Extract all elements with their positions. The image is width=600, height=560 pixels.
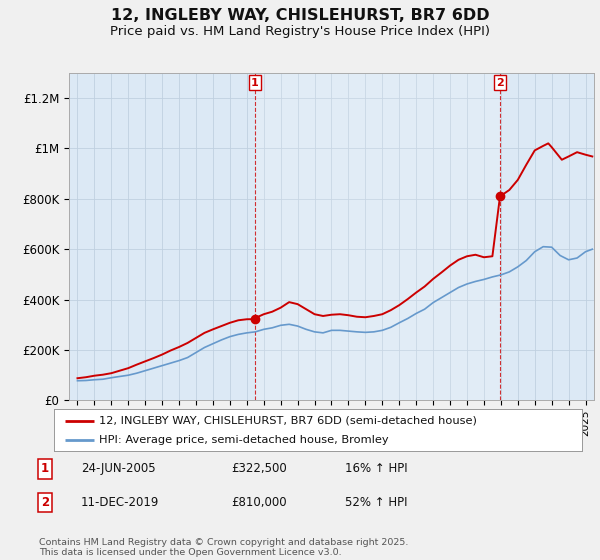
Text: 12, INGLEBY WAY, CHISLEHURST, BR7 6DD: 12, INGLEBY WAY, CHISLEHURST, BR7 6DD	[110, 8, 490, 24]
Text: £322,500: £322,500	[231, 462, 287, 475]
Text: Contains HM Land Registry data © Crown copyright and database right 2025.
This d: Contains HM Land Registry data © Crown c…	[39, 538, 409, 557]
Text: £810,000: £810,000	[231, 496, 287, 509]
Text: 2: 2	[41, 496, 49, 509]
Text: 1: 1	[251, 78, 259, 88]
Text: HPI: Average price, semi-detached house, Bromley: HPI: Average price, semi-detached house,…	[99, 435, 389, 445]
Text: 24-JUN-2005: 24-JUN-2005	[81, 462, 155, 475]
Text: 1: 1	[41, 462, 49, 475]
Text: 12, INGLEBY WAY, CHISLEHURST, BR7 6DD (semi-detached house): 12, INGLEBY WAY, CHISLEHURST, BR7 6DD (s…	[99, 416, 477, 426]
Text: 11-DEC-2019: 11-DEC-2019	[81, 496, 160, 509]
Text: 52% ↑ HPI: 52% ↑ HPI	[345, 496, 407, 509]
Bar	[255, 73, 500, 400]
Text: Price paid vs. HM Land Registry's House Price Index (HPI): Price paid vs. HM Land Registry's House …	[110, 25, 490, 38]
Text: 16% ↑ HPI: 16% ↑ HPI	[345, 462, 407, 475]
Text: 2: 2	[496, 78, 504, 88]
